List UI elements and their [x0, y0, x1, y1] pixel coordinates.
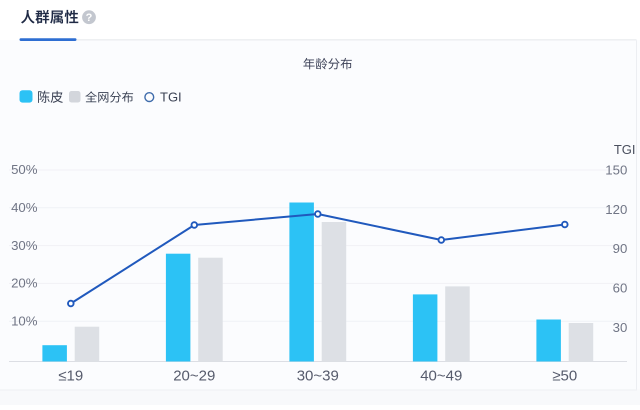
svg-text:30: 30 [613, 320, 628, 335]
svg-text:40%: 40% [11, 200, 38, 215]
svg-text:TGI: TGI [160, 90, 182, 105]
svg-text:150: 150 [605, 163, 627, 178]
svg-text:30~39: 30~39 [297, 368, 339, 385]
svg-text:40~49: 40~49 [420, 368, 462, 385]
svg-text:20%: 20% [11, 276, 38, 291]
svg-text:≥50: ≥50 [552, 368, 577, 385]
svg-text:60: 60 [613, 281, 628, 296]
svg-text:TGI: TGI [614, 142, 636, 157]
svg-text:20~29: 20~29 [173, 368, 215, 385]
svg-text:10%: 10% [11, 313, 38, 328]
svg-text:50%: 50% [11, 162, 38, 177]
svg-text:30%: 30% [11, 238, 38, 253]
svg-text:≤19: ≤19 [58, 368, 83, 385]
svg-text:120: 120 [605, 202, 627, 217]
svg-text:90: 90 [613, 241, 628, 256]
svg-text:?: ? [86, 12, 93, 24]
